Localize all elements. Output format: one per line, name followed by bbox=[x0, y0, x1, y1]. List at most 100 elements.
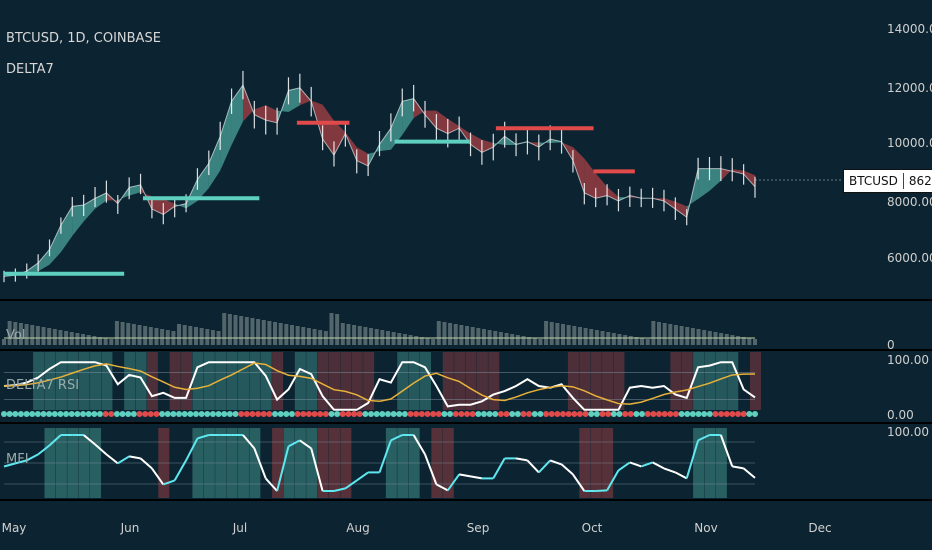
volume-bar bbox=[369, 328, 374, 345]
volume-bar bbox=[250, 318, 255, 345]
mfi-line-segment bbox=[264, 477, 278, 492]
trend-ribbon-segment bbox=[743, 170, 755, 187]
volume-bar bbox=[148, 327, 153, 345]
rsi-zone-band bbox=[226, 352, 238, 410]
mfi-line-segment bbox=[470, 475, 483, 480]
volume-bar bbox=[668, 324, 673, 345]
rsi-signal-dot bbox=[226, 411, 233, 417]
rsi-signal-dot bbox=[159, 411, 166, 417]
mfi-line-segment bbox=[424, 454, 438, 485]
mfi-line-segment bbox=[640, 461, 653, 468]
volume-bar bbox=[188, 326, 193, 345]
rsi-signal-dot bbox=[667, 411, 674, 417]
rsi-signal-dot bbox=[12, 411, 19, 417]
x-tick-label: May bbox=[1, 521, 27, 535]
rsi-zone-band bbox=[33, 352, 45, 410]
trend-ribbon-segment bbox=[425, 110, 437, 129]
rsi-line bbox=[3, 361, 756, 411]
trend-ribbon-segment bbox=[698, 168, 710, 199]
rsi-signal-dot bbox=[243, 411, 250, 417]
rsi-zone-band bbox=[363, 352, 375, 410]
volume-bar bbox=[657, 322, 662, 345]
mfi-line-segment bbox=[83, 434, 96, 446]
rsi-zone-band bbox=[397, 352, 409, 410]
volume-bar bbox=[741, 337, 746, 345]
rsi-signal-dot bbox=[520, 411, 527, 417]
rsi-zone-band bbox=[90, 352, 102, 410]
trend-ribbon-segment bbox=[584, 158, 596, 199]
rsi-signal-dot bbox=[96, 411, 103, 417]
rsi-signal-dot bbox=[249, 411, 256, 417]
last-price-value: 8625.47 bbox=[908, 174, 932, 188]
volume-bar bbox=[673, 325, 678, 345]
rsi-signal-dot bbox=[34, 411, 41, 417]
trend-ribbon-segment bbox=[49, 225, 61, 265]
volume-bar bbox=[177, 324, 182, 345]
rsi-signal-dot bbox=[119, 411, 126, 417]
rsi-signal-dot bbox=[718, 411, 725, 417]
rsi-signal-dot bbox=[68, 411, 75, 417]
rsi-signal-dot bbox=[345, 411, 352, 417]
volume-bar bbox=[363, 327, 368, 345]
volume-bar bbox=[154, 328, 159, 345]
rsi-signal-dot bbox=[51, 411, 58, 417]
volume-bar bbox=[278, 323, 283, 345]
rsi-signal-dot bbox=[413, 411, 420, 417]
volume-bar bbox=[436, 321, 441, 345]
rsi-signal-dot bbox=[554, 411, 561, 417]
volume-bar bbox=[527, 337, 532, 345]
rsi-zone-band bbox=[476, 352, 488, 410]
rsi-signal-dot bbox=[373, 411, 380, 417]
volume-bar bbox=[114, 321, 119, 345]
rsi-signal-dot bbox=[260, 411, 267, 417]
rsi-signal-dot bbox=[272, 411, 279, 417]
volume-axis-zero: 0 bbox=[887, 338, 895, 352]
rsi-signal-dot bbox=[576, 411, 583, 417]
rsi-signal-dot bbox=[418, 411, 425, 417]
volume-bar bbox=[419, 337, 424, 345]
volume-bar bbox=[81, 334, 86, 345]
rsi-signal-dot bbox=[622, 411, 629, 417]
rsi-zone-band bbox=[351, 352, 363, 410]
rsi-signal-dot bbox=[238, 411, 245, 417]
volume-bar bbox=[470, 327, 475, 345]
rsi-signal-dot bbox=[311, 411, 318, 417]
rsi-signal-dot bbox=[503, 411, 510, 417]
rsi-zone-band bbox=[124, 352, 136, 410]
rsi-signal-dot bbox=[368, 411, 375, 417]
volume-bar bbox=[640, 338, 645, 345]
mfi-line-segment bbox=[572, 473, 586, 492]
mfi-line-segment bbox=[412, 434, 426, 455]
trend-ribbon-segment bbox=[288, 87, 300, 113]
rsi-axis-bottom: 0.00 bbox=[887, 408, 914, 422]
rsi-signal-dot bbox=[543, 411, 550, 417]
rsi-signal-dot bbox=[475, 411, 482, 417]
rsi-signal-dot bbox=[351, 411, 358, 417]
rsi-zone-band bbox=[681, 352, 693, 410]
mfi-line-segment bbox=[606, 469, 620, 491]
rsi-signal-dot bbox=[328, 411, 335, 417]
volume-bar bbox=[679, 326, 684, 345]
volume-bar bbox=[143, 326, 148, 345]
rsi-signal-dot bbox=[1, 411, 7, 417]
rsi-signal-dot bbox=[305, 411, 312, 417]
volume-bar bbox=[137, 325, 142, 345]
rsi-signal-dot bbox=[63, 411, 70, 417]
rsi-signal-dot bbox=[752, 411, 758, 417]
rsi-signal-dot bbox=[362, 411, 369, 417]
trend-ribbon-segment bbox=[129, 184, 141, 196]
volume-bar bbox=[504, 333, 509, 345]
rsi-signal-dot bbox=[672, 411, 679, 417]
mfi-line-segment bbox=[652, 461, 665, 470]
x-tick-label: Jun bbox=[120, 521, 140, 535]
rsi-signal-dot bbox=[125, 411, 132, 417]
volume-bar bbox=[41, 327, 46, 345]
volume-bar bbox=[634, 337, 639, 345]
volume-bar bbox=[696, 329, 701, 345]
rsi-zone-band bbox=[44, 352, 56, 410]
trend-ribbon-segment bbox=[572, 147, 585, 193]
rsi-signal-dot bbox=[537, 411, 544, 417]
volume-bar bbox=[357, 326, 362, 345]
rsi-signal-dot bbox=[746, 411, 753, 417]
volume-bar bbox=[730, 335, 735, 345]
